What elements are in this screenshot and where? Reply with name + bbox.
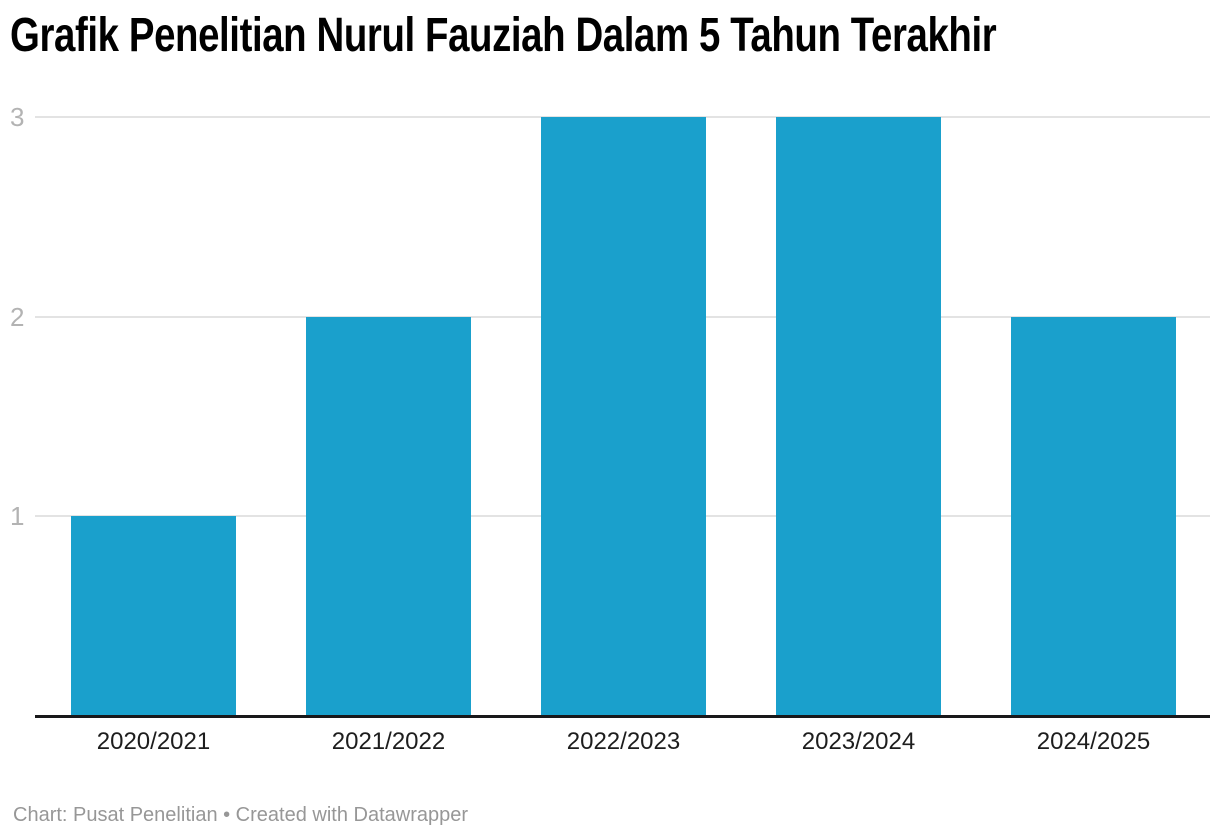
bar-2022-2023[interactable] [541,116,706,716]
bar-2020-2021[interactable] [71,516,236,716]
bar-2023-2024[interactable] [776,116,941,716]
x-axis-line [35,715,1210,718]
y-tick-label-3: 3 [10,101,25,132]
x-tick-label-2021-2022: 2021/2022 [331,728,446,755]
y-tick-label-2: 2 [10,301,25,332]
y-tick-label-1: 1 [10,501,25,532]
x-tick-label-2024-2025: 2024/2025 [1036,728,1151,755]
x-tick-label-2022-2023: 2022/2023 [566,728,681,755]
bar-2024-2025[interactable] [1011,316,1176,716]
chart-title: Grafik Penelitian Nurul Fauziah Dalam 5 … [10,9,997,62]
bar-2021-2022[interactable] [306,316,471,716]
x-tick-label-2020-2021: 2020/2021 [96,728,211,755]
x-tick-label-2023-2024: 2023/2024 [801,728,916,755]
chart-footer: Chart: Pusat Penelitian • Created with D… [13,804,469,826]
